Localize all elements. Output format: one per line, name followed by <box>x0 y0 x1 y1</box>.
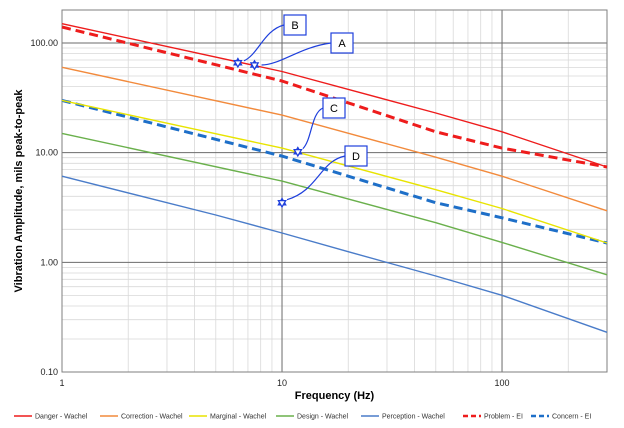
callout-connector <box>261 42 332 66</box>
callout-connector <box>243 24 285 62</box>
y-tick-label: 0.10 <box>40 367 58 377</box>
marker-d <box>277 197 287 209</box>
legend-item: Danger - Wachel <box>14 414 88 421</box>
series-line-marginal-wachel <box>61 99 608 244</box>
tick-labels: 1 10 100 0.10 1.00 10.00 100.00 <box>30 38 509 388</box>
y-axis-title: Vibration Amplitude, mils peak-to-peak <box>13 89 25 293</box>
series-line-correction-wachel <box>61 66 608 212</box>
callout-label: A <box>338 38 346 50</box>
x-tick-label: 10 <box>277 378 287 388</box>
marker-callouts: A B C D <box>243 14 368 201</box>
marker-c <box>293 146 303 158</box>
legend-label: Marginal - Wachel <box>210 414 267 421</box>
y-tick-label: 10.00 <box>35 148 58 158</box>
callout-connector <box>286 155 346 201</box>
callout-box <box>283 14 307 36</box>
minor-gridlines <box>62 9 608 372</box>
series-line-danger-wachel <box>61 23 608 168</box>
legend-label: Danger - Wachel <box>35 414 88 421</box>
x-tick-label: 1 <box>59 378 64 388</box>
legend-label: Perception - Wachel <box>382 414 445 421</box>
callout-box <box>322 97 346 119</box>
marker-triangle-down <box>233 60 243 69</box>
marker-b <box>233 57 243 69</box>
callout-connector <box>302 107 324 150</box>
data-markers <box>233 57 303 209</box>
callout-label: D <box>352 151 360 163</box>
series-line-problem-ei <box>61 25 608 169</box>
series-lines <box>61 23 608 333</box>
callout-box <box>330 32 354 54</box>
marker-triangle-down <box>293 148 303 158</box>
y-tick-label: 100.00 <box>30 38 58 48</box>
legend-item: Marginal - Wachel <box>189 414 267 421</box>
legend-item: Design - Wachel <box>276 414 349 421</box>
callout-label: C <box>330 103 338 115</box>
callout-label: B <box>291 20 298 32</box>
marker-triangle-down <box>249 62 260 71</box>
marker-a <box>249 59 260 71</box>
marker-triangle-down <box>277 199 287 209</box>
x-axis-title: Frequency (Hz) <box>295 390 375 402</box>
legend-item: Correction - Wachel <box>100 414 183 421</box>
callout-box <box>344 145 368 167</box>
y-tick-label: 1.00 <box>40 257 58 267</box>
legend-label: Design - Wachel <box>297 414 349 421</box>
legend: Danger - Wachel Correction - Wachel Margin… <box>14 414 591 421</box>
x-tick-label: 100 <box>495 378 510 388</box>
legend-label: Correction - Wachel <box>121 414 183 421</box>
series-line-concern-ei <box>61 98 608 245</box>
legend-label: Concern - EI <box>552 414 591 421</box>
plot-area-border <box>61 9 608 373</box>
legend-item: Perception - Wachel <box>361 414 445 421</box>
legend-item: Concern - EI <box>531 414 591 421</box>
legend-label: Problem - EI <box>484 414 523 421</box>
legend-item: Problem - EI <box>463 414 523 421</box>
series-line-perception-wachel <box>61 175 608 333</box>
series-line-design-wachel <box>61 132 608 276</box>
